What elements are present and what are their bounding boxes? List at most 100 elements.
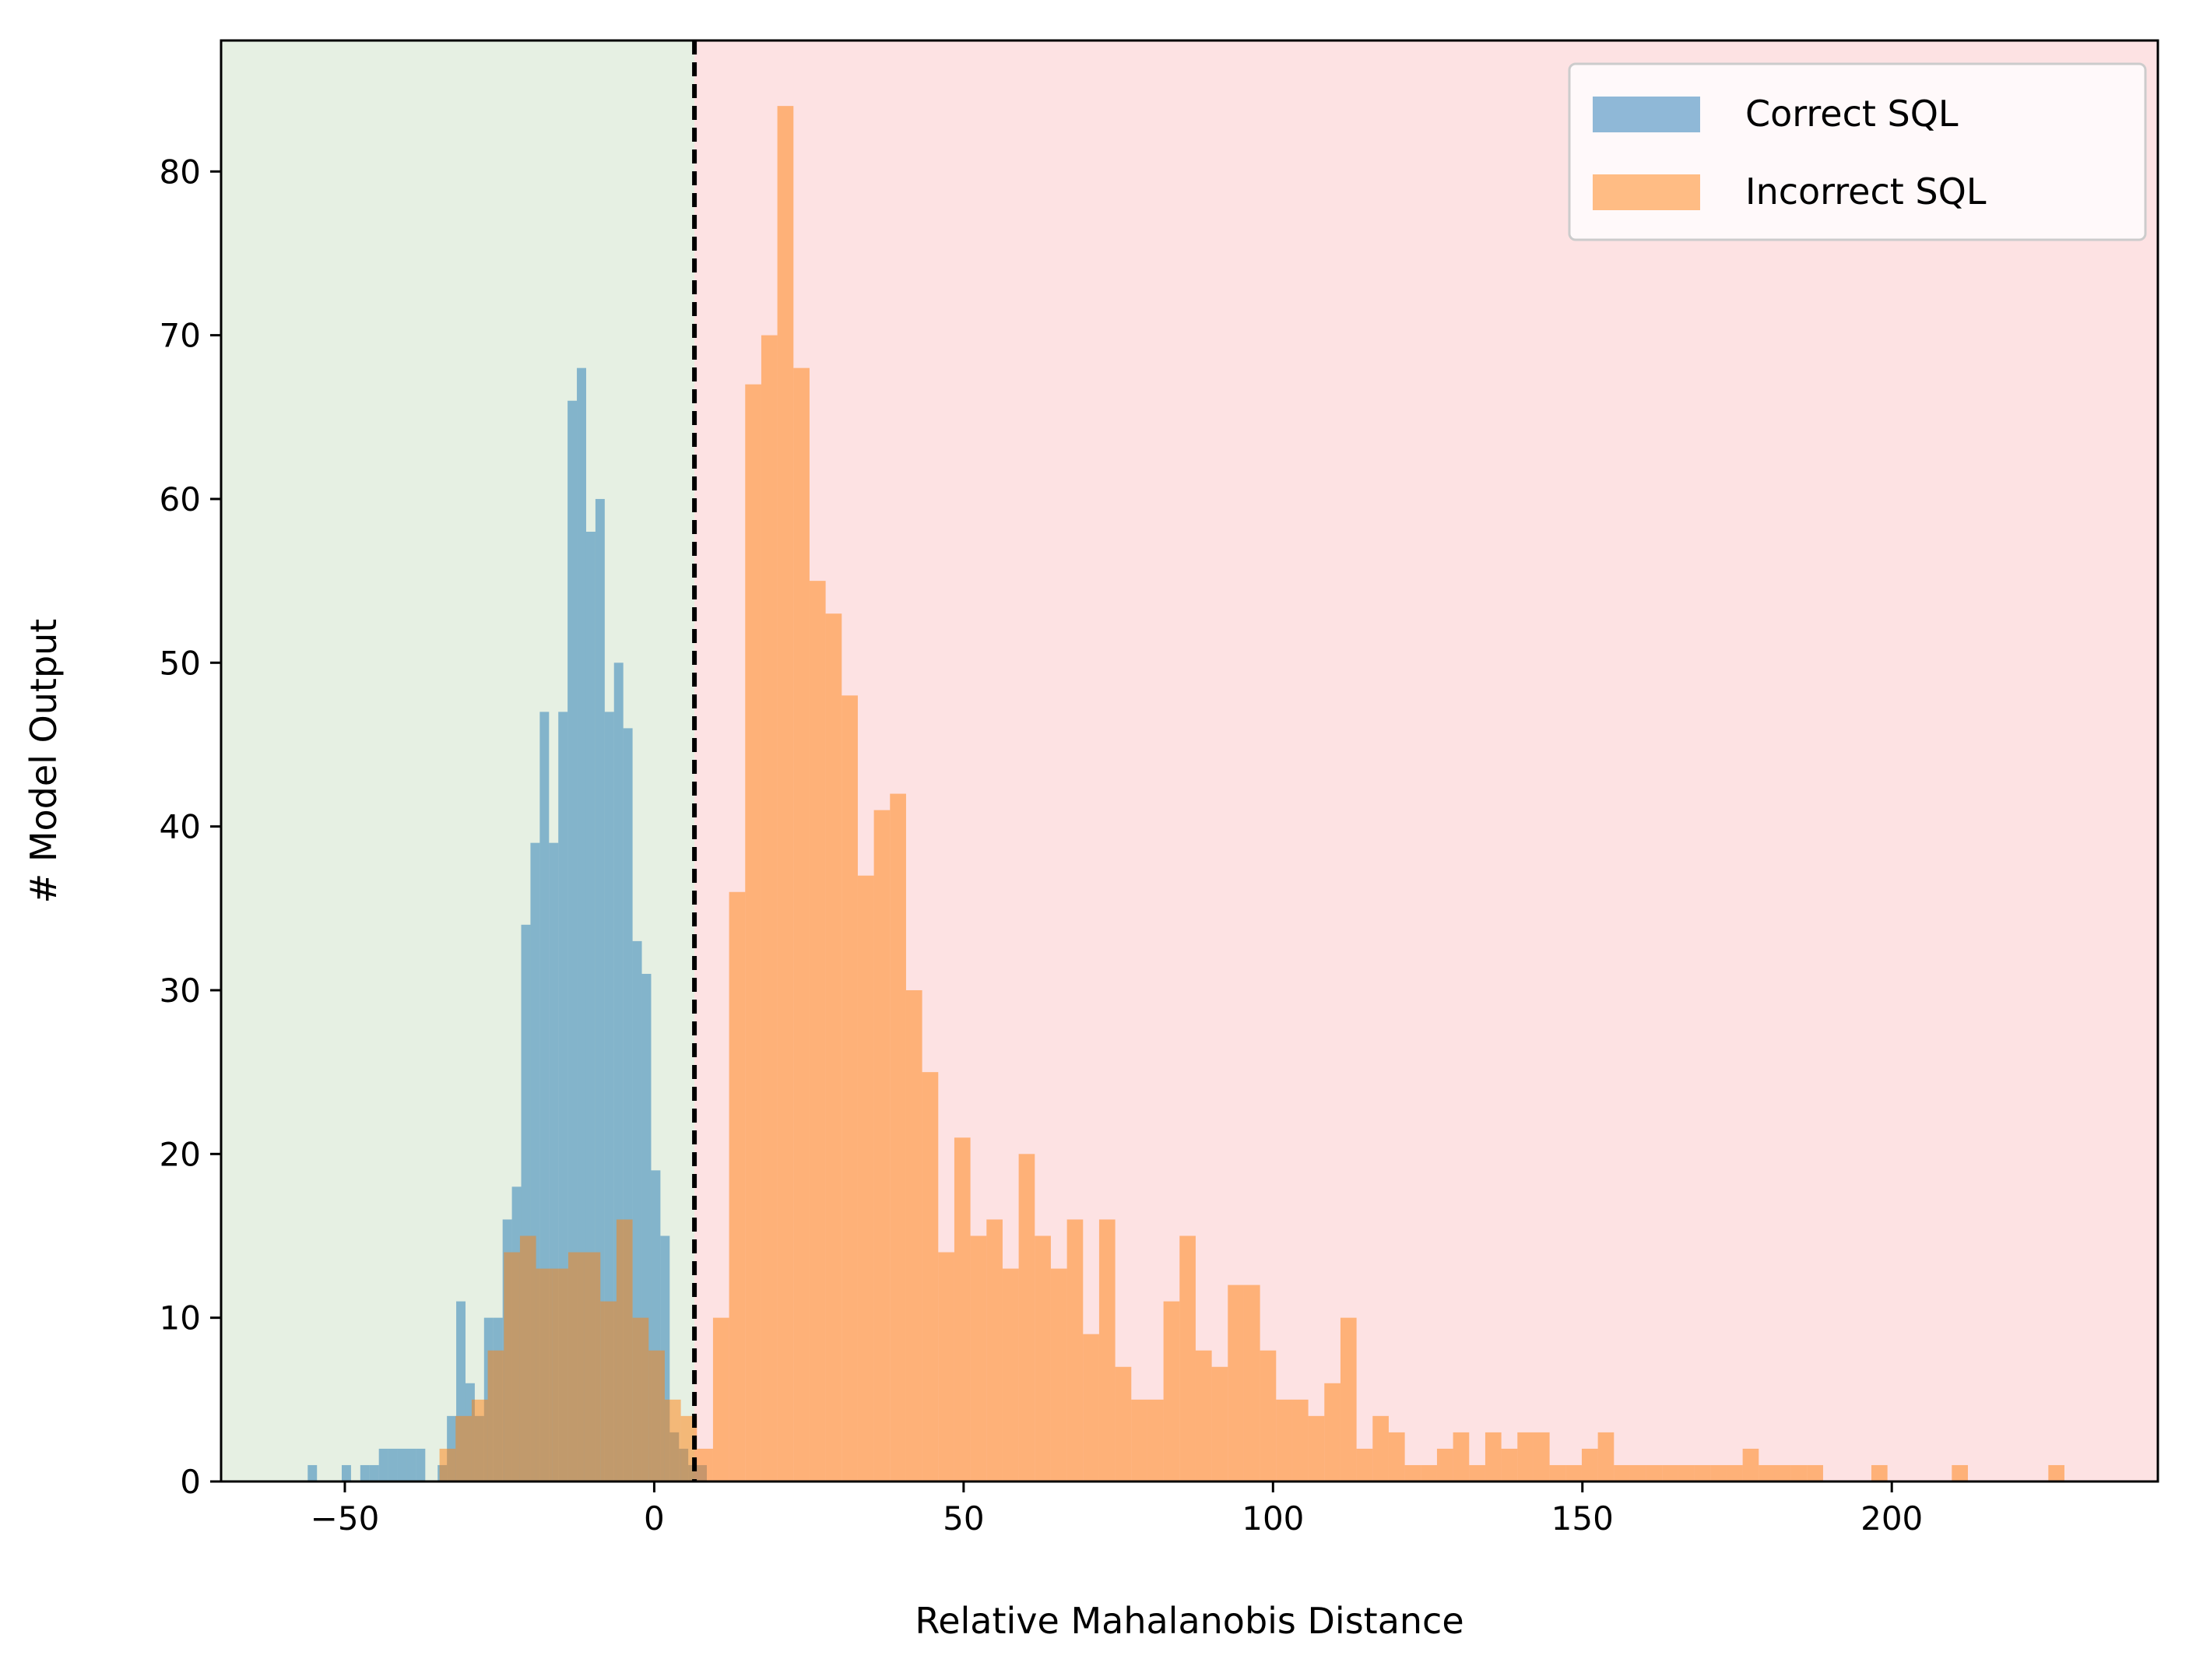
histogram-bar <box>1694 1464 1711 1481</box>
y-axis-label: # Model Output <box>23 619 65 904</box>
histogram-bar <box>604 712 614 1481</box>
histogram-bar <box>890 793 906 1481</box>
legend-label-correct-sql: Correct SQL <box>1745 93 1959 135</box>
histogram-bar <box>1098 1219 1116 1481</box>
histogram-bar <box>1710 1464 1727 1481</box>
histogram-bar <box>623 728 633 1481</box>
x-tick-label: −50 <box>311 1499 380 1538</box>
histogram-bar <box>1324 1383 1340 1481</box>
histogram-bar <box>1195 1350 1212 1481</box>
histogram-bar <box>1163 1301 1180 1481</box>
histogram-bar <box>1662 1464 1678 1481</box>
histogram-bar <box>1678 1464 1695 1481</box>
histogram-bar <box>558 712 568 1481</box>
histogram-bar <box>761 335 778 1481</box>
histogram-bar <box>651 1170 661 1481</box>
histogram-bar <box>825 613 842 1482</box>
histogram-bar <box>664 1399 681 1481</box>
legend-label-incorrect-sql: Incorrect SQL <box>1745 170 1987 213</box>
x-axis-label: Relative Mahalanobis Distance <box>915 1600 1463 1642</box>
histogram-bar <box>641 973 652 1481</box>
histogram-bar <box>1147 1399 1164 1481</box>
histogram-bar <box>1018 1154 1035 1481</box>
y-tick-label: 70 <box>160 317 201 355</box>
histogram-bar <box>600 1301 617 1481</box>
histogram-bar <box>1565 1464 1582 1481</box>
histogram-bar <box>632 1317 649 1481</box>
y-tick-label: 80 <box>160 153 201 191</box>
histogram-bar <box>1276 1399 1292 1481</box>
incorrect-region <box>694 40 2158 1481</box>
histogram-bar <box>1469 1464 1485 1481</box>
histogram-bar <box>1871 1464 1888 1481</box>
legend-swatch-correct-sql <box>1593 97 1700 132</box>
legend-swatch-incorrect-sql <box>1593 174 1700 210</box>
histogram-bar <box>1629 1464 1646 1481</box>
histogram-bar <box>1372 1415 1389 1481</box>
histogram-bar <box>1421 1464 1437 1481</box>
histogram-bar <box>406 1448 416 1481</box>
histogram-bar <box>842 695 858 1481</box>
histogram-bar <box>873 810 891 1481</box>
histogram-bar <box>660 1235 670 1481</box>
histogram-bar <box>1614 1464 1630 1481</box>
histogram-bar <box>307 1464 318 1481</box>
histogram-bar <box>1388 1432 1405 1481</box>
y-tick-label: 30 <box>160 972 201 1010</box>
histogram-bar <box>1404 1464 1421 1481</box>
histogram-bar <box>549 842 559 1481</box>
histogram-bar <box>648 1350 665 1481</box>
histogram-bar <box>793 367 810 1481</box>
histogram-bar <box>539 712 550 1481</box>
histogram-bar <box>1291 1399 1309 1481</box>
histogram-bar <box>369 1464 379 1481</box>
y-tick-label: 50 <box>160 644 201 682</box>
histogram-bar <box>1774 1464 1791 1481</box>
histogram-bar <box>567 1252 585 1481</box>
x-tick-label: 150 <box>1551 1499 1614 1538</box>
histogram-bar <box>595 498 605 1481</box>
histogram-bar <box>905 989 922 1481</box>
histogram-bar <box>1646 1464 1663 1481</box>
x-tick-label: 100 <box>1242 1499 1304 1538</box>
histogram-bar <box>397 1448 407 1481</box>
histogram-bar <box>1436 1448 1453 1481</box>
histogram-bar <box>1501 1448 1518 1481</box>
histogram-bar <box>1742 1448 1759 1481</box>
histogram-bar <box>809 581 826 1481</box>
histogram-bar <box>584 1252 601 1481</box>
histogram-bar <box>530 842 540 1481</box>
histogram-bar <box>1759 1464 1775 1481</box>
x-tick-label: 0 <box>644 1499 665 1538</box>
histogram-bar <box>378 1448 388 1481</box>
histogram-bar <box>1115 1366 1132 1481</box>
histogram-bar <box>1050 1268 1067 1481</box>
background-regions <box>221 40 2158 1481</box>
incorrect-sql-bars <box>439 106 2064 1482</box>
histogram-bar <box>1952 1464 1968 1481</box>
histogram-bar <box>1726 1464 1743 1481</box>
histogram-bar <box>567 400 578 1481</box>
x-tick-label: 200 <box>1860 1499 1923 1538</box>
histogram-bar <box>1083 1334 1099 1481</box>
histogram-bar <box>1228 1285 1244 1481</box>
histogram-bar <box>552 1268 568 1481</box>
histogram-bar <box>577 367 586 1481</box>
x-tick-label: 50 <box>943 1499 984 1538</box>
histogram-bar <box>487 1350 504 1481</box>
axis-ticks: −50 0 50 100 150 200 0 10 20 30 40 50 60 70 80 <box>160 153 1924 1538</box>
histogram-bar <box>1243 1285 1260 1481</box>
histogram-bar <box>613 663 624 1482</box>
histogram-bar <box>938 1252 954 1481</box>
histogram-bar <box>1807 1464 1823 1481</box>
histogram-bar <box>1790 1464 1808 1481</box>
histogram-bar <box>745 384 761 1481</box>
histogram-bar <box>729 891 746 1481</box>
histogram-bar <box>1453 1432 1470 1481</box>
plot-frame <box>220 39 2159 1483</box>
histogram-bar <box>1356 1448 1373 1481</box>
histogram-bar <box>922 1072 939 1481</box>
histogram-bar <box>697 1448 713 1481</box>
y-tick-label: 20 <box>160 1135 201 1173</box>
